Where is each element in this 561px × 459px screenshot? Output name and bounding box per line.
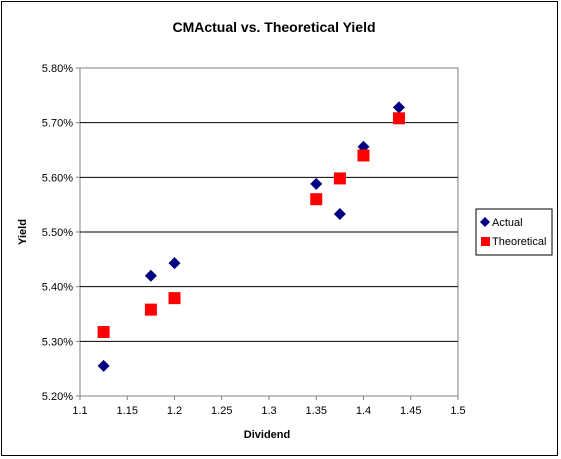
x-tick-label: 1.4 xyxy=(356,405,371,417)
y-tick-label: 5.60% xyxy=(42,172,73,184)
chart-title: CMActual vs. Theoretical Yield xyxy=(172,19,375,35)
theoretical-point xyxy=(392,112,405,125)
y-tick-label: 5.40% xyxy=(42,282,73,294)
x-tick-label: 1.5 xyxy=(450,405,465,417)
x-axis-title: Dividend xyxy=(244,429,290,441)
x-tick-label: 1.35 xyxy=(306,405,327,417)
x-tick-label: 1.15 xyxy=(117,405,138,417)
actual-point xyxy=(97,359,110,372)
y-axis-ticks: 5.20% 5.30% 5.40% 5.50% 5.60% 5.70% 5.80% xyxy=(42,63,80,403)
data-points xyxy=(97,101,405,372)
x-axis-ticks: 1.1 1.15 1.2 1.25 1.3 1.35 1.4 1.45 1.5 xyxy=(72,396,466,417)
y-tick-label: 5.20% xyxy=(42,391,73,403)
y-tick-label: 5.30% xyxy=(42,336,73,348)
x-tick-label: 1.2 xyxy=(167,405,182,417)
legend-diamond-marker xyxy=(480,217,490,227)
legend-box xyxy=(475,208,553,256)
y-axis-title: Yield xyxy=(17,219,29,245)
x-tick-label: 1.25 xyxy=(211,405,232,417)
y-tick-label: 5.50% xyxy=(42,227,73,239)
y-tick-label: 5.80% xyxy=(42,63,73,75)
theoretical-point xyxy=(144,303,157,316)
theoretical-point xyxy=(168,292,181,305)
theoretical-point xyxy=(333,172,346,185)
x-tick-label: 1.1 xyxy=(72,405,87,417)
theoretical-point xyxy=(97,326,110,339)
actual-point xyxy=(310,177,323,190)
actual-point xyxy=(392,101,405,114)
actual-point xyxy=(333,207,346,220)
legend-square-marker xyxy=(481,237,490,246)
legend: Actual Theoretical xyxy=(475,208,553,256)
theoretical-point xyxy=(310,193,323,206)
actual-point xyxy=(144,269,157,282)
legend-label-theoretical: Theoretical xyxy=(492,236,546,248)
legend-label-actual: Actual xyxy=(492,217,523,229)
theoretical-point xyxy=(357,149,370,162)
x-tick-label: 1.45 xyxy=(400,405,421,417)
y-tick-label: 5.70% xyxy=(42,118,73,130)
actual-point xyxy=(168,257,181,270)
x-tick-label: 1.3 xyxy=(261,405,276,417)
